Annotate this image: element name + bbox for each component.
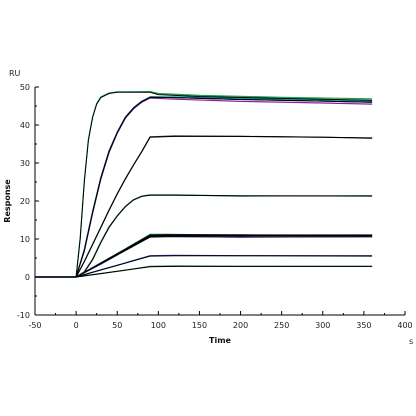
y-tick-label: 30 — [20, 159, 30, 168]
y-tick-label: 20 — [20, 197, 30, 206]
series-fit-line — [35, 265, 373, 278]
x-tick-label: 0 — [74, 321, 79, 330]
x-tick-label: 300 — [315, 321, 330, 330]
series-data-line — [35, 91, 373, 278]
series-layer — [35, 91, 373, 278]
series-fit-line — [35, 96, 373, 278]
x-tick-label: 50 — [112, 321, 122, 330]
x-tick-label: 200 — [233, 321, 248, 330]
y-tick-label: 0 — [25, 273, 30, 282]
series-fit-line — [35, 194, 373, 278]
y-axis-unit: RU — [9, 69, 21, 78]
series-fit-line — [35, 135, 373, 278]
y-tick-label: 50 — [20, 83, 30, 92]
y-tick-label: -10 — [17, 311, 30, 320]
y-tick-label: 40 — [20, 121, 30, 130]
x-tick-label: 150 — [192, 321, 207, 330]
y-tick-label: 10 — [20, 235, 30, 244]
series-data-line — [35, 96, 373, 278]
axes-group: -10 0 10 20 30 40 50 -50 0 50 100 150 200 250 300 350 40… — [17, 83, 413, 330]
x-axis-unit: s — [409, 337, 413, 346]
x-axis-title: Time — [209, 336, 232, 345]
series-fit-line — [35, 91, 373, 278]
x-tick-label: 400 — [397, 321, 412, 330]
x-tick-label: 250 — [274, 321, 289, 330]
x-tick-label: 100 — [151, 321, 166, 330]
y-axis-title: Response — [3, 179, 12, 223]
x-tick-label: -50 — [28, 321, 41, 330]
series-data-line — [35, 97, 373, 278]
series-fit-line — [35, 96, 373, 278]
x-tick-label: 350 — [356, 321, 371, 330]
